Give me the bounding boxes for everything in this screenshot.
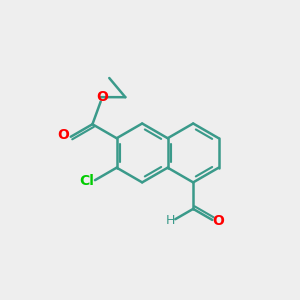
Text: O: O [212,214,224,228]
Text: H: H [165,214,175,227]
Text: Cl: Cl [79,174,94,188]
Text: O: O [58,128,69,142]
Text: O: O [96,90,108,104]
